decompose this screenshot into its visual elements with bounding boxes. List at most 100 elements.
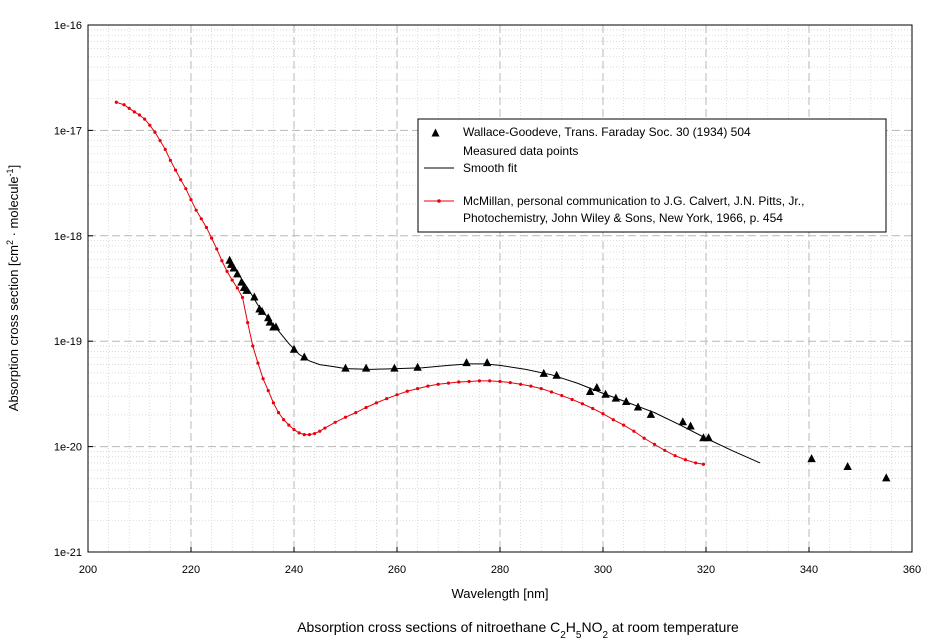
legend-mcmillan-marker [437, 199, 441, 203]
mcmillan-data-point [498, 379, 502, 384]
legend-box [417, 118, 887, 233]
mcmillan-data-point [215, 247, 219, 251]
mcmillan-data-point [302, 432, 306, 437]
mcmillan-data-point [436, 382, 440, 386]
mcmillan-data-point [343, 415, 348, 419]
mcmillan-data-point [276, 411, 281, 415]
data-point-triangle [585, 386, 595, 395]
x-tick-labels: 200 220 240 260 280 300 320 340 360 [79, 564, 921, 576]
mcmillan-data-point [204, 225, 209, 230]
mcmillan-data-point [446, 381, 451, 385]
mcmillan-data-point [225, 269, 229, 273]
y-tick-label: 1e-20 [54, 442, 82, 454]
mcmillan-data-point [632, 429, 636, 433]
mcmillan-data-point [271, 401, 275, 405]
mcmillan-data-point [127, 106, 131, 110]
mcmillan-data-point [313, 431, 317, 436]
mcmillan-data-point [580, 402, 585, 406]
mcmillan-data-point [549, 390, 554, 394]
mcmillan-data-point [153, 130, 157, 134]
mcmillan-data-point [611, 418, 615, 422]
mcmillan-data-point [163, 147, 167, 152]
mcmillan-data-point [230, 278, 234, 282]
mcmillan-data-point [673, 454, 677, 458]
mcmillan-data-point [132, 110, 136, 114]
mcmillan-data-point [179, 178, 183, 182]
mcmillan-data-point [663, 448, 667, 453]
mcmillan-data-point [694, 461, 698, 465]
mcmillan-data-point [333, 420, 337, 424]
x-tick-label: 200 [79, 564, 97, 576]
mcmillan-data-point [199, 217, 203, 221]
y-tick-label: 1e-19 [54, 336, 82, 348]
data-point-triangle [882, 473, 891, 482]
legend-mcmillan-reference: Photochemistry, John Wiley & Sons, New Y… [463, 211, 783, 225]
mcmillan-data-point [189, 198, 193, 202]
data-point-triangle [271, 322, 281, 331]
legend-triangle-marker [431, 128, 440, 137]
mcmillan-data-point [122, 103, 126, 107]
x-tick-label: 260 [388, 564, 406, 576]
mcmillan-data-point [508, 380, 512, 385]
mcmillan-data-point [184, 187, 188, 191]
y-tick-label: 1e-16 [54, 20, 82, 32]
mcmillan-data-point [622, 423, 626, 427]
x-tick-label: 360 [903, 564, 921, 576]
mcmillan-data-point [158, 139, 162, 143]
mcmillan-data-point [137, 113, 142, 117]
mcmillan-data-point [235, 286, 239, 290]
mcmillan-data-point [323, 426, 327, 430]
mcmillan-data-point [143, 117, 147, 121]
legend-smooth-fit-label: Smooth fit [463, 161, 518, 175]
mcmillan-data-point [701, 462, 706, 466]
mcmillan-data-point [488, 379, 492, 383]
mcmillan-data-point [292, 427, 296, 432]
data-point-triangle [265, 317, 274, 326]
mcmillan-data-point [114, 100, 118, 104]
data-point-triangle [237, 277, 246, 286]
mcmillan-data-point [210, 236, 214, 240]
mcmillan-line [116, 101, 704, 465]
series-layer [114, 100, 891, 482]
mcmillan-data-point [194, 208, 198, 212]
mcmillan-data-point [374, 401, 378, 405]
data-point-triangle [242, 285, 251, 294]
mcmillan-data-point [246, 321, 250, 325]
mcmillan-data-point [148, 123, 152, 127]
mcmillan-data-point [477, 379, 481, 383]
mcmillan-data-point [318, 429, 322, 433]
mcmillan-data-point [591, 406, 595, 411]
x-axis-label: Wavelength [nm] [451, 586, 548, 601]
mcmillan-data-point [560, 393, 564, 398]
legend: Wallace-Goodeve, Trans. Faraday Soc. 30 … [417, 118, 887, 233]
mcmillan-data-point [529, 384, 533, 388]
y-tick-label: 1e-21 [54, 547, 82, 559]
mcmillan-data-point [256, 361, 260, 365]
x-tick-label: 320 [697, 564, 715, 576]
legend-measured-label: Measured data points [463, 144, 578, 158]
mcmillan-data-point [457, 380, 461, 384]
mcmillan-data-point [364, 405, 368, 410]
mcmillan-data-point [416, 387, 420, 391]
data-point-triangle [678, 417, 688, 426]
data-point-triangle [250, 292, 259, 301]
data-point-triangle [704, 433, 713, 442]
data-point-triangle [390, 363, 399, 372]
mcmillan-data-point [395, 393, 399, 397]
mcmillan-data-point [297, 431, 301, 435]
legend-wallace-label: Wallace-Goodeve, Trans. Faraday Soc. 30 … [463, 125, 751, 139]
mcmillan-data-point [652, 442, 657, 446]
smooth-fit-line [229, 260, 761, 464]
mcmillan-data-point [539, 387, 543, 391]
y-axis-label: Absorption cross section [cm2 · molecule… [5, 165, 21, 411]
y-tick-labels: 1e-16 1e-17 1e-18 1e-19 1e-20 1e-21 [54, 20, 82, 559]
mcmillan-data-point [282, 418, 286, 422]
x-tick-label: 240 [285, 564, 303, 576]
mcmillan-data-point [601, 412, 605, 416]
mcmillan-data-point [467, 379, 471, 384]
y-tick-label: 1e-17 [54, 125, 82, 137]
data-point-triangle [686, 421, 695, 430]
x-tick-label: 340 [800, 564, 818, 576]
